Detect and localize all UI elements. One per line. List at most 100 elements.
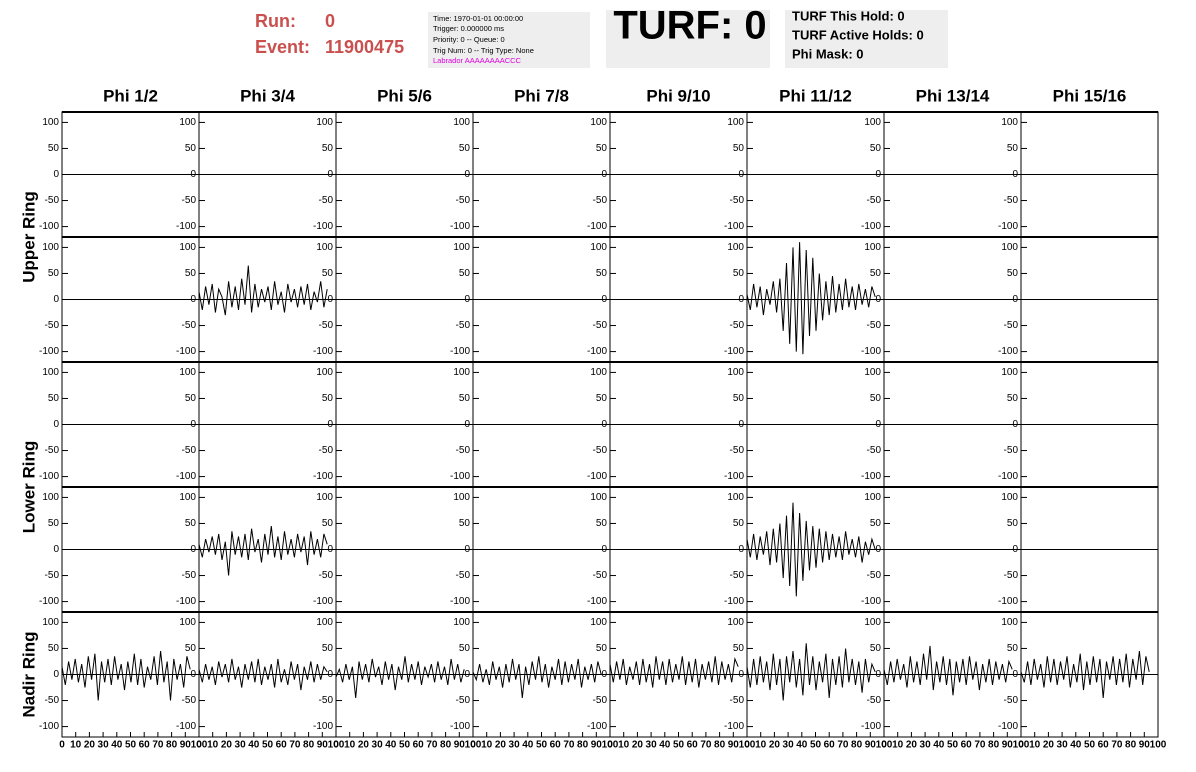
x-tick-label: 20 [906,740,918,751]
x-tick-label: 70 [837,740,849,751]
y-tick-label: -50 [456,695,471,706]
y-tick-label: -50 [593,320,608,331]
x-tick-label: 90 [1139,740,1151,751]
waveform [746,242,876,355]
x-tick-label: 30 [235,740,247,751]
y-tick-label: 50 [48,518,60,529]
y-tick-label: 0 [327,419,333,430]
x-tick-label: 90 [865,740,877,751]
column-header: Phi 11/12 [779,86,852,105]
x-tick-label: 0 [470,740,476,751]
y-tick-label: -100 [450,221,470,232]
y-tick-label: 50 [459,518,471,529]
turf: TURF: 0 [613,4,766,48]
y-tick-label: 0 [464,419,470,430]
ring-label: Nadir Ring [19,632,38,718]
y-tick-label: 0 [464,169,470,180]
y-tick-label: -50 [1004,320,1019,331]
x-tick-label: 50 [810,740,822,751]
y-tick-label: -50 [182,570,197,581]
y-tick-label: 50 [870,143,882,154]
y-tick-label: 100 [590,117,607,128]
x-tick-label: 70 [152,740,164,751]
y-tick-label: 0 [464,669,470,680]
y-tick-label: -100 [861,346,881,357]
y-tick-label: -50 [45,195,60,206]
x-tick-label: 60 [139,740,151,751]
y-tick-label: 0 [1012,669,1018,680]
y-tick-label: -100 [176,221,196,232]
x-tick-label: 0 [607,740,613,751]
y-tick-label: 50 [596,518,608,529]
x-tick-label: 50 [125,740,137,751]
y-tick-label: -50 [730,445,745,456]
y-tick-label: 0 [1012,544,1018,555]
waveform [198,526,328,576]
x-tick-label: 90 [454,740,466,751]
y-tick-label: -50 [867,695,882,706]
x-tick-label: 80 [166,740,178,751]
y-tick-label: 0 [601,669,607,680]
y-tick-label: 50 [185,143,197,154]
y-tick-label: -50 [1004,695,1019,706]
labrador: Labrador AAAAAAAACCC [433,56,522,65]
x-tick-label: 40 [1070,740,1082,751]
y-tick-label: 0 [875,544,881,555]
x-tick-label: 30 [646,740,658,751]
y-tick-label: 50 [322,643,334,654]
x-tick-label: 100 [328,740,345,751]
x-tick-label: 20 [769,740,781,751]
y-tick-label: 50 [870,268,882,279]
x-tick-label: 10 [1029,740,1041,751]
turf-info: Phi Mask: 0 [792,46,864,61]
y-tick-label: 100 [864,242,881,253]
y-tick-label: -50 [730,320,745,331]
y-tick-label: 100 [590,242,607,253]
column-header: Phi 9/10 [646,86,710,105]
y-tick-label: 0 [738,169,744,180]
y-tick-label: 0 [327,544,333,555]
x-tick-label: 0 [881,740,887,751]
y-tick-label: 0 [190,669,196,680]
y-tick-label: -100 [998,471,1018,482]
header: Run: 0 Event: 11900475 Time: 1970-01-01 … [255,4,948,68]
y-tick-label: -100 [313,471,333,482]
waveform [609,656,739,688]
y-tick-label: 100 [42,242,59,253]
y-tick-label: 100 [453,492,470,503]
y-tick-label: 50 [1007,143,1019,154]
y-tick-label: 50 [322,393,334,404]
y-tick-label: 100 [179,117,196,128]
y-tick-label: -50 [182,320,197,331]
waveform [883,645,1013,696]
y-tick-label: 0 [875,169,881,180]
waveform [746,502,876,597]
x-tick-label: 30 [98,740,110,751]
x-tick-label: 30 [372,740,384,751]
x-tick-label: 40 [933,740,945,751]
y-tick-label: 50 [1007,643,1019,654]
y-tick-label: 50 [733,643,745,654]
waveform [198,265,328,316]
y-tick-label: -100 [724,471,744,482]
info-box [428,12,590,68]
y-tick-label: -50 [45,695,60,706]
column-header: Phi 1/2 [103,86,158,105]
y-tick-label: -50 [319,695,334,706]
x-tick-label: 70 [563,740,575,751]
x-tick-label: 40 [248,740,260,751]
y-tick-label: 100 [179,617,196,628]
x-tick-label: 10 [344,740,356,751]
y-tick-label: 100 [864,367,881,378]
y-tick-label: -100 [176,471,196,482]
y-tick-label: 50 [733,393,745,404]
x-tick-label: 30 [783,740,795,751]
y-tick-label: -50 [867,320,882,331]
y-tick-label: -50 [867,570,882,581]
x-tick-label: 10 [618,740,630,751]
x-tick-label: 80 [303,740,315,751]
x-tick-label: 60 [413,740,425,751]
y-tick-label: 0 [738,669,744,680]
x-tick-label: 30 [920,740,932,751]
x-tick-label: 30 [509,740,521,751]
